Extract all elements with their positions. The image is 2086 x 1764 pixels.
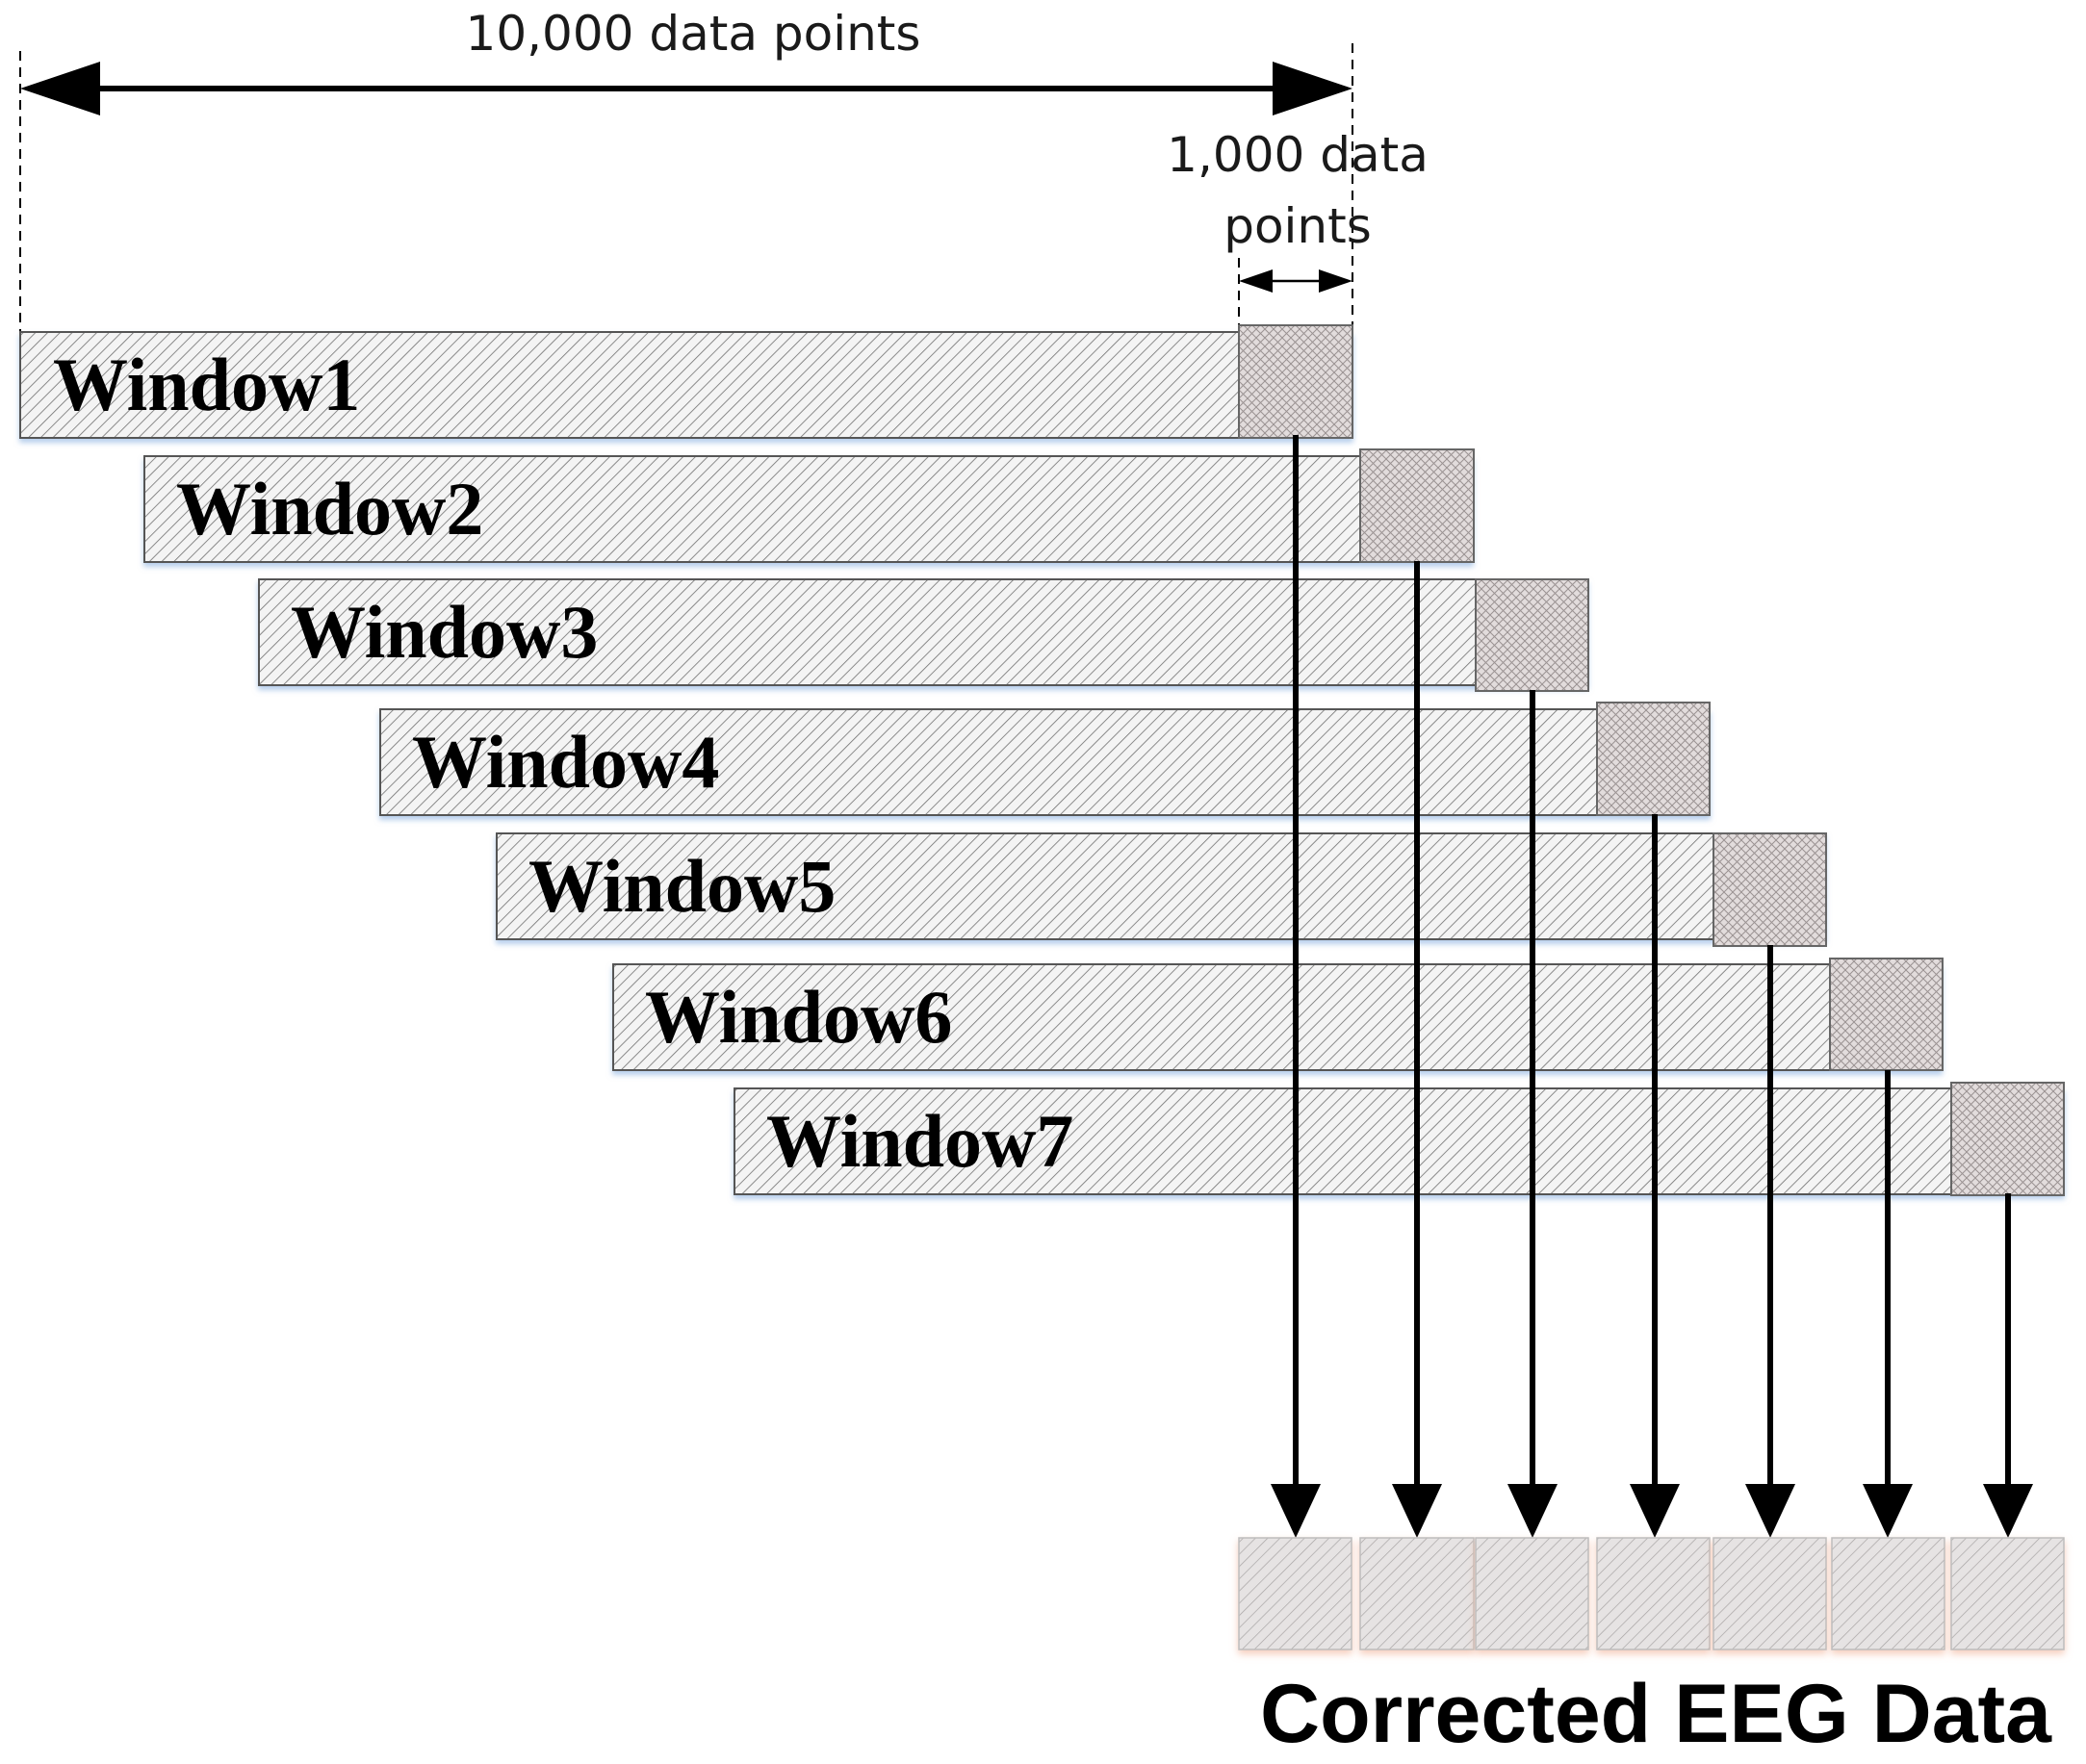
window-bar [612, 963, 1943, 1071]
window-dimension: 1,000 data points [1167, 127, 1429, 332]
window-2: Window2 [143, 448, 1475, 563]
output-segment [1596, 1537, 1711, 1650]
window-bar [19, 331, 1353, 439]
window-dimension-label-line1: 1,000 data [1167, 127, 1429, 183]
window-3: Window3 [258, 578, 1589, 692]
output-arrows [1293, 435, 2011, 1492]
output-segment [1475, 1537, 1589, 1650]
arrowhead-down-icon [1271, 1484, 1321, 1538]
window-tail-segment [1829, 958, 1944, 1071]
window-bar [379, 708, 1711, 816]
window-label: Window6 [645, 975, 952, 1059]
window-4: Window4 [379, 702, 1711, 816]
window-label: Window5 [528, 844, 836, 928]
output-arrowheads [1271, 1484, 2033, 1538]
arrowhead-down-icon [1507, 1484, 1558, 1538]
window-label: Window7 [766, 1099, 1073, 1183]
window-label: Window3 [291, 590, 598, 674]
output-segment [1950, 1537, 2065, 1650]
arrowhead-down-icon [1863, 1484, 1913, 1538]
small-arrowhead-left-icon [1239, 269, 1273, 293]
output-segment [1831, 1537, 1945, 1650]
top-dimension: 10,000 data points [19, 6, 1353, 423]
window-bar [258, 578, 1588, 686]
arrowhead-down-icon [1983, 1484, 2033, 1538]
window-tail-segment [1238, 324, 1353, 439]
output-segment [1238, 1537, 1352, 1650]
small-arrowhead-right-icon [1319, 269, 1352, 293]
window-tail-segment [1596, 702, 1711, 816]
window-tail-segment [1950, 1082, 2065, 1196]
window-label: Window1 [53, 343, 360, 426]
window-1: Window1 [19, 324, 1353, 439]
window-label: Window4 [412, 720, 719, 804]
arrowhead-down-icon [1630, 1484, 1680, 1538]
window-5: Window5 [496, 832, 1827, 947]
arrowhead-down-icon [1392, 1484, 1442, 1538]
window-tail-segment [1475, 578, 1589, 692]
output-segment [1359, 1537, 1475, 1650]
window-label: Window2 [176, 467, 483, 550]
arrowhead-right-icon [1273, 62, 1352, 115]
arrowhead-down-icon [1745, 1484, 1795, 1538]
window-dimension-label-line2: points [1223, 198, 1372, 254]
top-dimension-label: 10,000 data points [466, 6, 921, 62]
arrowhead-left-icon [20, 62, 100, 115]
window-7: Window7 [734, 1082, 2065, 1196]
window-tail-segment [1359, 448, 1475, 563]
window-6: Window6 [612, 958, 1944, 1071]
window-tail-segment [1713, 832, 1827, 947]
window-bar [143, 455, 1474, 563]
window-bar [496, 832, 1826, 940]
corrected-eeg-data-label: Corrected EEG Data [1260, 1668, 2052, 1760]
corrected-output-segments [1238, 1537, 2065, 1650]
output-segment [1713, 1537, 1827, 1650]
